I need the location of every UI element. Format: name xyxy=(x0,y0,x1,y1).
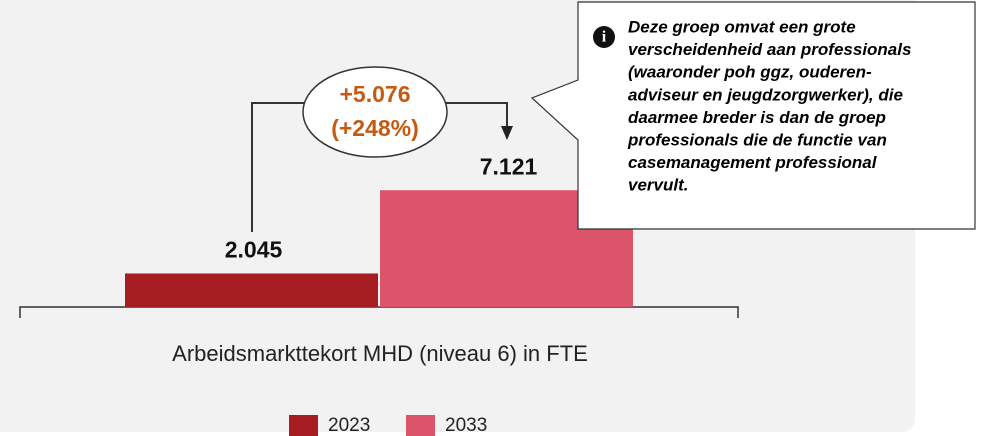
info-icon xyxy=(593,26,615,48)
note-line: vervult. xyxy=(628,176,688,195)
bar xyxy=(125,273,378,307)
note-line: verscheidenheid aan professionals xyxy=(628,40,911,59)
legend-swatch xyxy=(406,415,435,436)
note-line: Deze groep omvat een grote xyxy=(628,17,856,36)
callout xyxy=(530,1,976,230)
legend-label: 2033 xyxy=(445,415,487,436)
x-axis xyxy=(19,306,739,318)
legend-swatch xyxy=(289,415,318,436)
arrow-head xyxy=(501,126,513,140)
value-label: 2.045 xyxy=(225,237,283,263)
note-line: professionals die de functie van xyxy=(627,130,887,149)
x-tick-label: Arbeidsmarkttekort MHD (niveau 6) in FTE xyxy=(172,341,588,366)
note-line: casemanagement professional xyxy=(628,153,878,172)
value-label: 7.121 xyxy=(480,153,538,179)
difference-label: +5.076 xyxy=(340,81,411,107)
percent-label: (+248%) xyxy=(331,115,419,141)
note-line: (waaronder poh ggz, ouderen- xyxy=(628,63,872,82)
difference-bubble xyxy=(302,66,448,158)
info-icon-glyph: i xyxy=(602,29,607,46)
legend-label: 2023 xyxy=(328,415,370,436)
note-line: adviseur en jeugdzorgwerker), die xyxy=(628,85,903,104)
note-line: daarmee breder is dan de groep xyxy=(628,108,886,127)
